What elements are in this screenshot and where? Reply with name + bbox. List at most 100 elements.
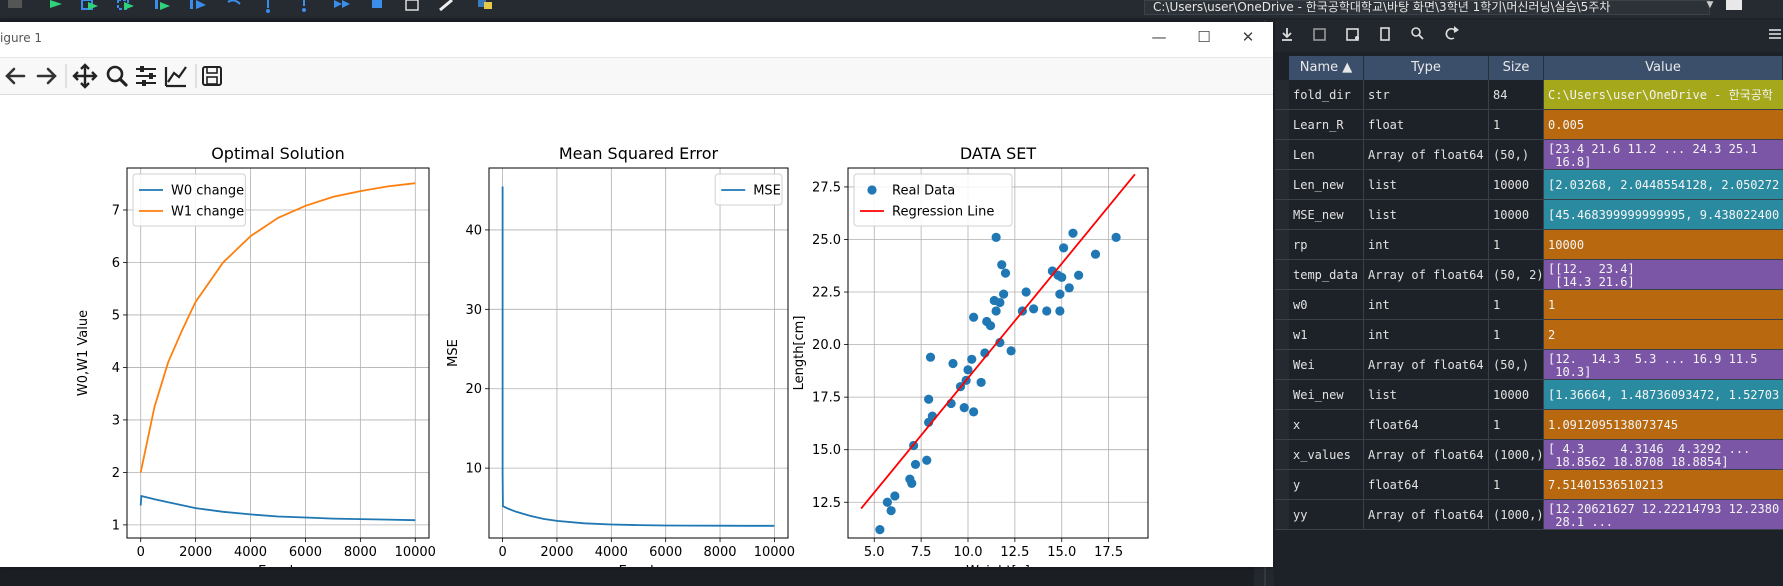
data-point [991,232,1001,242]
cell-value[interactable]: [23.4 21.6 11.2 ... 24.3 25.1 16.8] [1544,140,1783,170]
folder-icon[interactable] [1724,0,1744,16]
y-tick-label: 5 [112,308,120,323]
table-row[interactable]: w0 int 1 1 [1275,290,1783,320]
axes-frame [126,167,430,539]
cell-value[interactable]: 10000 [1544,230,1783,260]
maximize-pane-icon[interactable] [405,0,419,11]
cell-size: 1 [1489,410,1544,440]
cell-size: 1 [1489,230,1544,260]
edit-axis-icon[interactable] [164,66,187,88]
run-cell-advance-icon[interactable] [117,0,134,10]
cell-type: float64 [1364,470,1489,500]
data-point [1042,306,1052,316]
debug-step-icon[interactable] [227,0,241,5]
plot-canvas[interactable]: 0 2000 4000 6000 8000 10000 1 2 3 4 5 6 7 Optimal Sol… [0,80,1273,567]
forward-icon[interactable] [36,67,57,85]
table-row[interactable]: Len_new list 10000 [2.03268, 2.0448554128, … [1275,170,1783,200]
cell-value[interactable]: 1 [1544,290,1783,320]
import-data-icon[interactable] [1282,28,1292,41]
save-as-icon[interactable] [1346,28,1359,41]
row-gutter [1275,170,1289,200]
search-icon[interactable] [1411,27,1424,40]
cell-size: 10000 [1489,170,1544,200]
column-header-type[interactable]: Type [1364,56,1489,80]
x-tick-label: 5.0 [864,545,885,560]
chevron-down-icon[interactable]: ▼ [1706,0,1714,10]
debug-return-icon[interactable] [302,0,306,12]
legend-label: MSE [753,184,781,199]
table-row[interactable]: Wei_new list 10000 [1.36664, 1.48736093472,… [1275,380,1783,410]
chart-2: 5.0 7.5 10.0 12.5 15.0 17.5 12.5 15.0 17.5 20.0 22… [792,144,1149,567]
preferences-icon[interactable] [439,0,453,12]
data-point [927,411,937,421]
zoom-icon[interactable] [106,65,128,87]
cell-type: Array of float64 [1364,440,1489,470]
configure-subplots-icon[interactable] [136,66,156,86]
variable-explorer: Name ▲ Type Size Value fold_dir str 84 C:\U… [1275,20,1783,586]
table-row[interactable]: Len Array of float64 (50,) [23.4 21.6 11.2 … [1275,140,1783,170]
cell-value[interactable]: 0.005 [1544,110,1783,140]
cell-value[interactable]: [45.468399999999995, 9.438022400 [1544,200,1783,230]
figure-titlebar[interactable]: igure 1 — ☐ ✕ [0,22,1273,53]
stop-icon[interactable] [372,0,382,8]
column-header-size[interactable]: Size [1489,56,1544,80]
cell-value[interactable]: [[12. 23.4] [14.3 21.6] [1544,260,1783,290]
cell-value[interactable]: 1.0912095138073745 [1544,410,1783,440]
file-icon[interactable] [8,0,22,8]
pan-icon[interactable] [72,63,98,89]
close-button[interactable]: ✕ [1241,28,1255,46]
table-row[interactable]: y float64 1 7.51401536510213 [1275,470,1783,500]
column-header-value[interactable]: Value [1544,56,1783,80]
table-row[interactable]: yy Array of float64 (1000,) [12.20621627 12… [1275,500,1783,530]
data-point [875,524,885,535]
data-point [1021,287,1031,297]
cell-size: 10000 [1489,200,1544,230]
cell-name: Len [1289,140,1364,170]
x-tick-label: 0 [137,545,145,560]
cell-value[interactable]: 7.51401536510213 [1544,470,1783,500]
table-row[interactable]: rp int 1 10000 [1275,230,1783,260]
run-selection-icon[interactable] [155,0,170,10]
cell-value[interactable]: 2 [1544,320,1783,350]
debug-icon[interactable] [190,0,206,9]
minimize-button[interactable]: — [1151,28,1167,46]
cell-name: Learn_R [1289,110,1364,140]
cell-value[interactable]: [2.03268, 2.0448554128, 2.050272 [1544,170,1783,200]
column-header-name[interactable]: Name ▲ [1289,56,1364,80]
table-row[interactable]: x_values Array of float64 (1000,)[ 4.3 4.3… [1275,440,1783,470]
debug-step-into-icon[interactable] [266,0,270,13]
save-icon[interactable] [202,66,222,86]
run-cell-icon[interactable] [81,0,98,10]
table-row[interactable]: Learn_R float 1 0.005 [1275,110,1783,140]
table-row[interactable]: w1 int 1 2 [1275,320,1783,350]
remove-all-icon[interactable] [1380,27,1390,41]
data-point [969,312,979,322]
cell-value[interactable]: [1.36664, 1.48736093472, 1.52703 [1544,380,1783,410]
cell-value[interactable]: C:\Users\user\OneDrive - 한국공학 [1544,80,1783,110]
table-row[interactable]: Wei Array of float64 (50,) [12. 14.3 5.3 ..… [1275,350,1783,380]
table-row[interactable]: fold_dir str 84 C:\Users\user\OneDrive - 한국… [1275,80,1783,110]
row-gutter [1275,230,1289,260]
run-icon[interactable] [50,0,62,8]
table-row[interactable]: MSE_new list 10000 [45.468399999999995, 9.4… [1275,200,1783,230]
debug-continue-icon[interactable] [334,0,350,8]
table-row[interactable]: temp_data Array of float64 (50, 2) [[12. 23… [1275,260,1783,290]
working-directory-path[interactable]: C:\Users\user\OneDrive - 한국공학대학교\바탕 화면\3… [1144,0,1710,15]
row-gutter [1275,110,1289,140]
chart-title: DATA SET [960,144,1037,163]
cell-value[interactable]: [12.20621627 12.22214793 12.2380 28.1 ..… [1544,500,1783,530]
table-row[interactable]: x float64 1 1.0912095138073745 [1275,410,1783,440]
cell-name: w0 [1289,290,1364,320]
cell-value[interactable]: [ 4.3 4.3146 4.3292 ... 18.8562 18.8708 … [1544,440,1783,470]
maximize-button[interactable]: ☐ [1197,28,1211,46]
refresh-icon[interactable] [1445,26,1459,40]
save-data-icon[interactable] [1313,28,1326,41]
back-icon[interactable] [5,67,26,85]
options-menu-icon[interactable] [1769,29,1781,39]
python-path-icon[interactable] [478,0,492,9]
x-axis-label: Epoch [619,564,659,567]
cell-name: fold_dir [1289,80,1364,110]
data-point [1057,272,1067,282]
cell-value[interactable]: [12. 14.3 5.3 ... 16.9 11.5 10.3] [1544,350,1783,380]
row-gutter [1275,350,1289,380]
